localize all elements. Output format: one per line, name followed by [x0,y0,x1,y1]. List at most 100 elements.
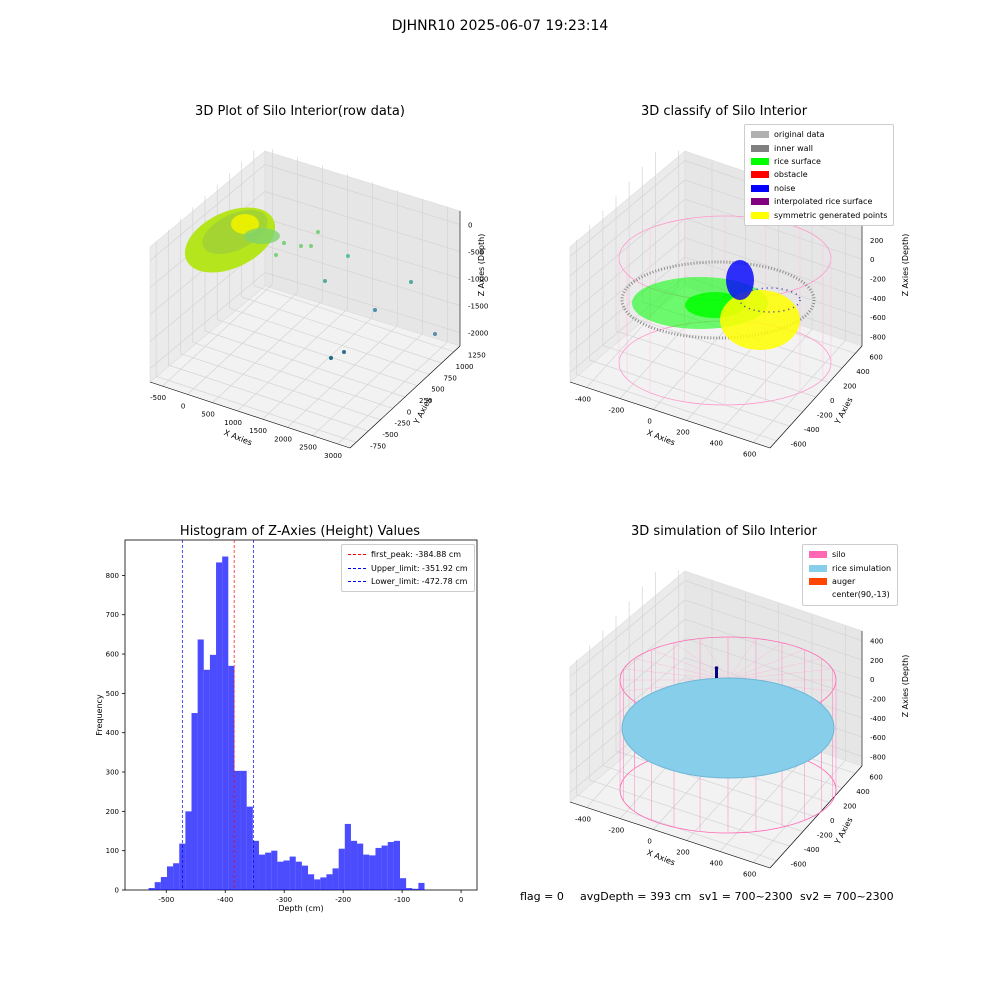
p2-x-axis-line [569,381,771,449]
histogram-bar [357,843,364,890]
p4-grid-y [602,765,803,832]
p2-grid-y [629,316,830,383]
histogram-bar [332,868,339,890]
histogram-xtick: -100 [394,896,410,904]
histogram-bar [271,850,278,890]
p2-grid-z [569,179,686,277]
p4-ytick: 200 [843,802,856,810]
p2-legend-item: obstacle [751,168,887,181]
p2-inner-wall [620,260,816,340]
flag-text: flag = 0 [520,890,564,903]
histogram-bar [209,654,217,890]
histogram-bar [295,861,302,890]
p2-ztick: -400 [870,295,886,303]
p4-xtick: 400 [710,860,723,868]
p4-xtick: -400 [575,816,591,824]
p1-ytick: 1000 [456,363,474,371]
p1-outlier-point [282,241,286,245]
p2-grid-y [589,359,790,427]
p4-legend-label: silo [832,550,846,560]
p2-legend-item: interpolated rice surface [751,195,887,208]
histogram-bar [148,888,155,890]
p2-grid-z [569,256,686,354]
p4-silo-spoke [673,642,729,681]
histogram-bar [277,861,284,890]
histogram-bar [308,874,315,890]
p1-outlier-point [309,244,313,248]
histogram-bar [301,865,309,890]
histogram-bar [363,854,370,890]
p1-outlier-point [373,308,377,312]
histogram-bar [283,860,290,890]
histogram-bar [320,877,327,890]
p1-grid-z [264,164,461,225]
panel2-legend: original data inner wall rice surface obsta… [744,124,895,226]
p1-ytick: 250 [419,397,432,405]
p4-legend-swatch [809,591,827,598]
p1-grid-z [149,272,266,369]
histogram-legend-label: Upper_limit: -351.92 cm [371,563,468,573]
p4-xtick: 0 [647,838,651,846]
histogram-ytick: 300 [106,769,119,777]
p4-ztick: 200 [870,657,883,665]
histogram-bar [289,856,296,890]
p4-ztick: -400 [870,715,886,723]
p2-legend-item: inner wall [751,141,887,154]
p1-ytick: 500 [431,386,444,394]
histogram-ytick: 0 [115,887,119,895]
p2-grid-z [684,218,863,279]
p1-ytick: -250 [395,420,411,428]
p1-ytick: -750 [370,442,386,450]
histogram-bar [191,713,198,890]
p2-legend-label: obstacle [774,170,808,180]
histogram-bar [375,847,382,890]
histogram-bar [246,806,253,890]
histogram-bar [258,854,266,890]
p2-legend-label: interpolated rice surface [774,197,873,207]
histogram-ytick: 800 [106,572,119,580]
histogram-legend-label: Lower_limit: -472.78 cm [371,576,468,586]
p4-grid-z [569,638,686,735]
p2-legend-item: original data [751,128,887,141]
p4-ztick: -200 [870,696,886,704]
p1-grid-y [180,353,381,420]
p1-outlier-point [316,230,320,234]
p1-grid-y [253,285,454,352]
p4-legend-label: center(90,-13) [832,590,890,600]
p2-ytick: -600 [791,441,807,449]
p2-grid-z [684,198,863,260]
p1-xtick: 0 [181,402,185,410]
p2-xtick: -200 [608,407,624,415]
histogram-legend-swatch [348,580,366,582]
histogram-ytick: 200 [106,808,119,816]
p2-ztick: -600 [870,314,886,322]
histogram-ytick: 500 [106,690,119,698]
p4-zlabel: Z Axies (Depth) [901,655,910,718]
p1-ytick: -500 [382,431,398,439]
p4-legend-swatch [809,577,827,585]
p2-ylabel: Y Axies [833,396,855,427]
p2-xtick: 200 [676,429,689,437]
p4-auger-top [714,666,719,670]
p2-grid-z [569,218,686,315]
histogram-bar [166,866,174,890]
p2-grid-y [615,330,817,398]
p4-auger [715,668,718,678]
p1-grid-y [204,330,406,398]
p4-xtick: 200 [676,849,689,857]
histogram-bar [338,848,345,890]
histogram-bar [173,863,180,890]
p2-grid-z [569,237,686,335]
histogram-ytick: 700 [106,611,119,619]
histogram-xtick: -300 [276,896,292,904]
histogram-legend-item: Lower_limit: -472.78 cm [348,575,468,588]
histogram-xtick: -500 [158,896,174,904]
p4-ytick: -200 [817,832,833,840]
p2-noise-points [726,260,754,300]
p1-outlier-point [323,279,327,283]
histogram-legend-label: first_peak: -384.88 cm [371,550,462,560]
p2-legend-label: original data [774,130,825,140]
p1-xtick: 2000 [274,435,292,443]
p1-xtick: -500 [150,394,166,402]
p2-legend-label: inner wall [774,143,814,153]
